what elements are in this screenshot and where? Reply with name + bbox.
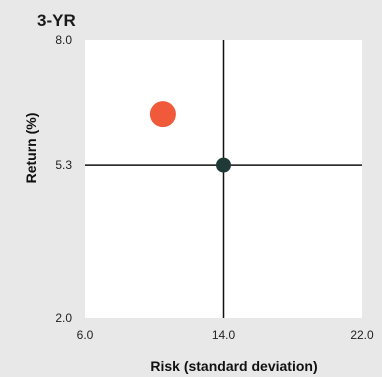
y-tick-label: 8.0 bbox=[55, 33, 72, 47]
y-tick-label: 5.3 bbox=[55, 158, 72, 172]
chart-title: 3-YR bbox=[37, 11, 76, 30]
y-tick-label: 2.0 bbox=[55, 311, 72, 325]
x-tick-labels: 6.0 14.0 22.0 bbox=[77, 328, 374, 342]
data-point-1 bbox=[149, 101, 176, 128]
x-tick-label: 22.0 bbox=[350, 328, 374, 342]
x-axis-label: Risk (standard deviation) bbox=[150, 358, 317, 374]
x-tick-label: 14.0 bbox=[212, 328, 236, 342]
data-points bbox=[149, 101, 231, 173]
y-axis-label: Return (%) bbox=[23, 113, 39, 184]
data-point-2 bbox=[216, 157, 231, 173]
x-tick-label: 6.0 bbox=[77, 328, 94, 342]
y-tick-labels: 8.0 5.3 2.0 bbox=[55, 33, 72, 325]
